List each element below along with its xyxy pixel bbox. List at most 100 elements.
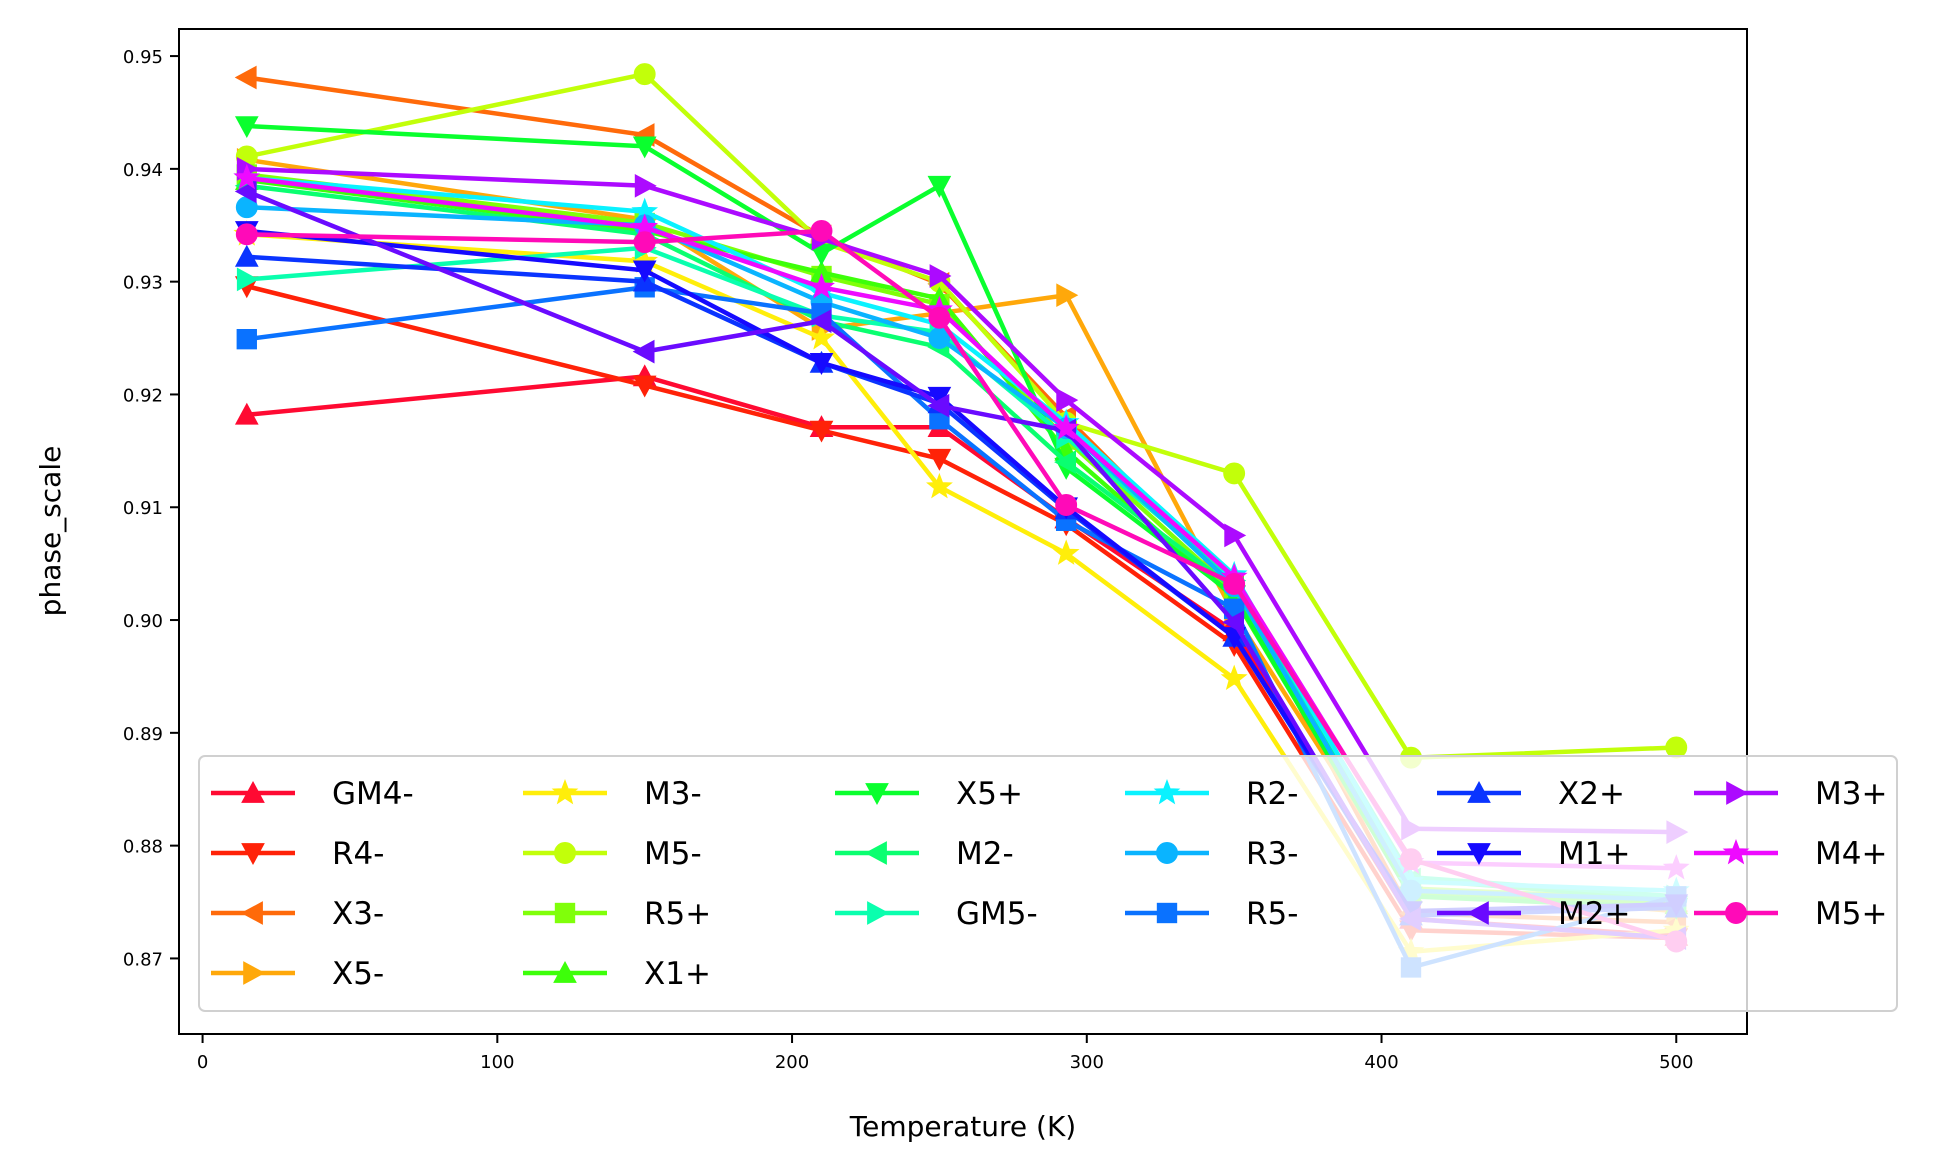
x-axis: 0 100 200 300 400 500 [197,1034,1693,1073]
legend-marker [1467,843,1491,866]
x-tick-label: 400 [1364,1052,1398,1073]
legend-entry: M4+ [1694,836,1887,872]
data-point [235,223,258,246]
legend-label: X5- [332,956,384,992]
legend-marker [1726,781,1749,805]
legend-entry: M2+ [1437,896,1630,932]
data-point [809,420,834,443]
legend-marker [1153,778,1181,805]
legend-entry: GM4- [211,776,414,812]
legend-entry: X5+ [835,776,1023,812]
legend-entry: R4- [211,836,384,872]
legend-marker [551,778,579,805]
data-point [809,353,834,375]
data-point [1052,539,1080,565]
y-axis-label: phase_scale [34,446,67,617]
data-point [808,323,835,350]
data-point [1056,388,1079,412]
legend-label: M5- [644,836,702,872]
legend-label: R5+ [644,896,711,932]
data-point [632,339,655,364]
x-axis-label: Temperature (K) [849,1110,1076,1143]
legend-entry: M1+ [1437,836,1630,872]
legend-marker [1156,842,1178,864]
y-tick-label: 0.94 [123,160,163,181]
data-point [927,448,952,471]
y-tick-label: 0.90 [123,611,163,632]
legend-entry: M3- [523,776,702,812]
legend-label: X1+ [644,956,711,992]
x-tick-label: 0 [197,1052,208,1073]
plot-frame [178,28,1748,1035]
data-point [234,65,257,90]
y-axis: 0.87 0.88 0.89 0.90 0.91 0.92 0.93 0.94 0.95 [123,47,179,970]
legend-label: M5+ [1815,896,1887,932]
data-point [1222,610,1244,635]
data-point [1052,414,1080,440]
legend-label: R3- [1246,836,1298,872]
data-point [1055,494,1078,516]
data-point [234,402,259,425]
data-point [808,273,835,299]
data-point [234,116,259,139]
data-point [1665,736,1688,759]
data-point [926,472,953,499]
data-point [810,219,833,242]
legend-label: X2+ [1558,776,1625,812]
legend-marker [553,960,577,983]
legend-label: X3- [332,896,384,932]
legend-label: R5- [1246,896,1298,932]
y-tick-label: 0.88 [123,837,163,858]
legend-marker [243,961,266,985]
legend-label: M2+ [1558,896,1630,932]
legend-label: M4+ [1815,836,1887,872]
legend-label: GM4- [332,776,414,812]
legend-marker [864,841,887,865]
y-tick-label: 0.89 [123,724,163,745]
legend-entry: X2+ [1437,776,1625,812]
data-point [927,175,952,198]
legend-marker [865,783,889,806]
legend-entry: M5- [523,836,702,872]
data-point [632,375,657,398]
legend-entry: R5+ [523,896,711,932]
data-point [632,136,657,159]
legend-label: X5+ [956,776,1023,812]
legend-marker [867,901,890,925]
legend-marker [554,902,576,924]
legend-marker [554,842,576,864]
legend-entry: X1+ [523,956,711,992]
y-tick-label: 0.92 [123,385,163,406]
y-tick-label: 0.87 [123,949,163,970]
data-point [633,63,656,86]
legend-label: R4- [332,836,384,872]
legend-box [198,755,1898,1012]
data-point [1220,664,1248,691]
x-tick-label: 500 [1659,1052,1693,1073]
legend-marker [241,843,265,866]
data-point [1223,572,1246,595]
legend-marker [1156,902,1178,924]
legend-marker [241,780,265,803]
data-point [929,264,952,288]
data-point [632,260,657,283]
legend-label: M2- [956,836,1014,872]
y-tick-label: 0.95 [123,47,163,68]
legend-entry: R2- [1125,776,1298,812]
legend-label: M1+ [1558,836,1630,872]
y-tick-label: 0.91 [123,498,163,519]
legend-entry: M5+ [1694,896,1887,932]
legend-marker [1722,838,1750,865]
legend-label: M3- [644,776,702,812]
data-point [1223,462,1246,485]
x-tick-label: 100 [480,1052,514,1073]
legend-marker [240,901,263,925]
legend-entry: X5- [211,956,384,992]
data-point [236,267,259,292]
data-point [927,393,950,418]
legend-entry: M2- [835,836,1014,872]
legend-entry: GM5- [835,896,1038,932]
legend-marker [1466,901,1489,925]
data-point [236,329,257,350]
